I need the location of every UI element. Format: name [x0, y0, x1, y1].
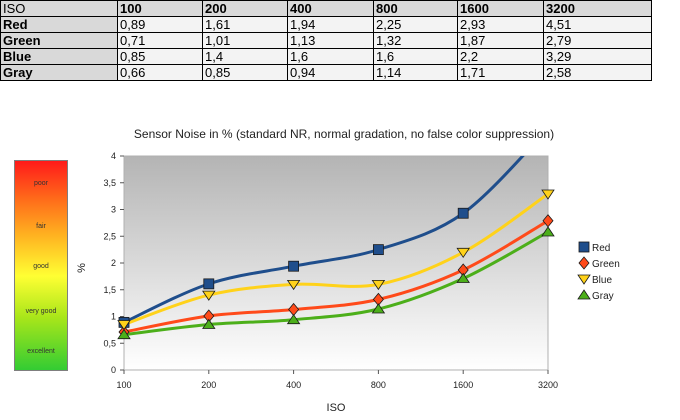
scale-label-poor: poor: [33, 180, 48, 187]
data-point-blue: [541, 189, 555, 200]
table-cell: 2,93: [457, 16, 544, 33]
y-tick-label: 3: [111, 205, 116, 215]
table-cell: 0,66: [117, 64, 203, 81]
y-axis: 0 0,5 1 1,5 2 2,5 3 3,5 4: [103, 151, 124, 375]
table-cell: 1,94: [287, 16, 374, 33]
data-point-blue: [456, 247, 470, 259]
table-cell: 1,32: [373, 32, 458, 49]
y-tick-label: 0: [111, 365, 116, 375]
data-point-gray: [202, 318, 216, 329]
y-tick-label: 2: [111, 258, 116, 268]
legend-label-blue: Blue: [592, 275, 612, 286]
plot-area: [123, 155, 549, 371]
data-point-blue: [202, 290, 216, 301]
marker-layer: [117, 189, 555, 340]
series-line-red: [124, 156, 525, 324]
table-cell: 3,29: [543, 48, 652, 65]
data-point-blue: [286, 279, 301, 291]
y-tick-label: 1: [111, 312, 116, 322]
table-cell: 2,2: [457, 48, 544, 65]
data-point-red: [203, 278, 215, 290]
data-point-blue: [117, 320, 131, 331]
legend-label-red: Red: [592, 243, 610, 254]
x-tick-label: 3200: [538, 380, 558, 390]
series-line-gray: [124, 230, 548, 337]
table-row-label: Gray: [0, 64, 118, 81]
data-point-gray: [286, 313, 301, 325]
table-cell: 1,87: [457, 32, 544, 49]
x-tick-label: 1600: [453, 380, 473, 390]
table-cell: 1,71: [457, 64, 544, 81]
table-header-cell: 1600: [457, 0, 544, 17]
series-line-blue: [124, 192, 548, 327]
legend-label-green: Green: [592, 259, 620, 270]
data-point-red: [288, 260, 300, 272]
table-cell: 0,94: [287, 64, 374, 81]
data-point-gray: [541, 226, 555, 237]
scale-label-excellent: excellent: [27, 348, 55, 355]
data-point-gray: [456, 272, 470, 283]
table-header-cell: ISO: [0, 0, 118, 17]
table-cell: 0,71: [117, 32, 203, 49]
table-header-cell: 200: [202, 0, 288, 17]
legend-marker-blue: [577, 274, 591, 285]
table-cell: 0,85: [202, 64, 288, 81]
data-point-gray: [117, 328, 131, 340]
y-tick-label: 2,5: [103, 231, 116, 241]
table-cell: 1,01: [202, 32, 288, 49]
data-point-gray: [371, 303, 386, 314]
table-row: Green 0,71 1,01 1,13 1,32 1,87 2,79: [0, 32, 652, 49]
scale-label-very-good: very good: [25, 308, 57, 315]
table-row: Gray 0,66 0,85 0,94 1,14 1,71 2,58: [0, 64, 652, 81]
y-axis-label: %: [76, 263, 88, 273]
data-point-red: [457, 207, 469, 219]
y-tick-label: 0,5: [103, 338, 116, 348]
data-point-red: [372, 244, 384, 256]
series-line-green: [124, 219, 548, 334]
legend-marker-gray: [577, 289, 591, 300]
legend-label-gray: Gray: [592, 291, 614, 302]
table-cell: 4,51: [543, 16, 652, 33]
data-table: ISO 100 200 400 800 1600 3200 Red 0,89 1…: [0, 0, 652, 81]
x-tick-label: 800: [371, 380, 386, 390]
legend-marker-red: [578, 241, 590, 253]
x-tick-label: 100: [116, 380, 131, 390]
table-row: Blue 0,85 1,4 1,6 1,6 2,2 3,29: [0, 48, 652, 65]
x-axis-label: ISO: [327, 402, 346, 414]
data-point-blue: [371, 279, 386, 291]
legend: Red Green Blue Gray: [577, 241, 620, 302]
y-tick-label: 4: [111, 151, 116, 161]
table-cell: 2,58: [543, 64, 652, 81]
table-row-label: Blue: [0, 48, 118, 65]
quality-scale-bar: poor fair good very good excellent: [14, 160, 68, 371]
chart-title: Sensor Noise in % (standard NR, normal g…: [134, 127, 554, 141]
table-cell: 1,13: [287, 32, 374, 49]
x-tick-label: 400: [286, 380, 301, 390]
table-header-cell: 800: [373, 0, 458, 17]
legend-marker-green: [578, 256, 590, 270]
scale-label-good: good: [33, 263, 49, 270]
table-header-cell: 100: [117, 0, 203, 17]
y-tick-label: 3,5: [103, 178, 116, 188]
scale-label-fair: fair: [36, 223, 46, 230]
table-cell: 0,89: [117, 16, 203, 33]
x-axis: 100 200 400 800 1600 3200: [116, 370, 558, 390]
series-layer: [124, 156, 548, 337]
y-tick-label: 1,5: [103, 285, 116, 295]
table-row-label: Green: [0, 32, 118, 49]
table-header-row: ISO 100 200 400 800 1600 3200: [0, 0, 652, 17]
table-header-cell: 3200: [543, 0, 652, 17]
x-tick-label: 200: [201, 380, 216, 390]
